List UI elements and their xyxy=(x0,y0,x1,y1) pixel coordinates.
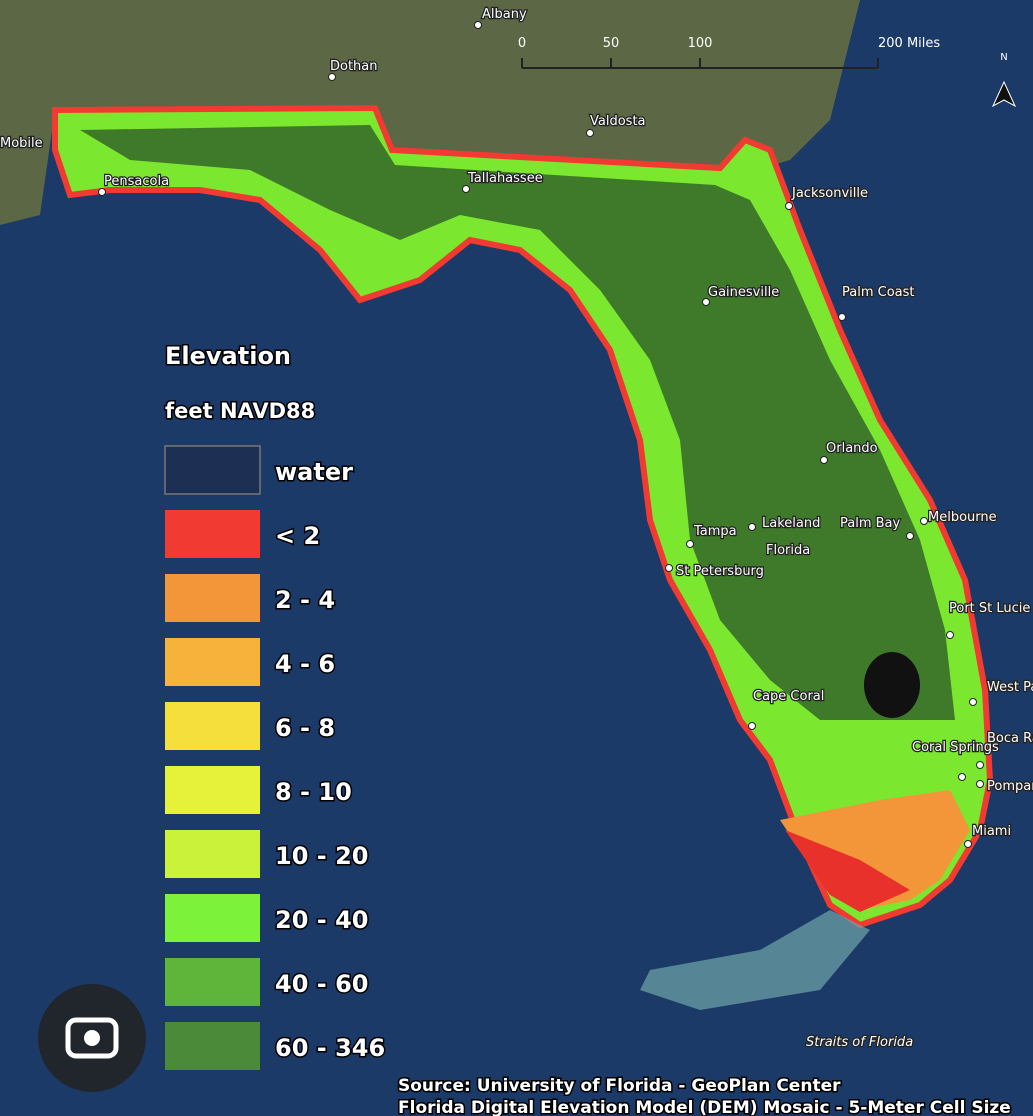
scale-label: 200 Miles xyxy=(878,36,940,51)
legend-swatch xyxy=(165,510,260,558)
legend-swatch xyxy=(165,958,260,1006)
place-label: Cape Coral xyxy=(753,689,824,704)
legend-swatch xyxy=(165,894,260,942)
place-dot xyxy=(976,780,984,788)
scale-label: 0 xyxy=(518,36,526,51)
legend-swatch xyxy=(165,830,260,878)
place-label: Gainesville xyxy=(708,285,779,300)
place-dot xyxy=(906,532,914,540)
legend-swatch xyxy=(165,702,260,750)
legend-swatch xyxy=(165,638,260,686)
place-label: Jacksonville xyxy=(791,186,868,201)
place-dot xyxy=(964,840,972,848)
legend-swatch xyxy=(165,1022,260,1070)
place-label: Coral Springs xyxy=(912,740,999,755)
place-label: Palm Bay xyxy=(840,516,901,531)
place-label: Tallahassee xyxy=(467,171,543,186)
legend-label: 60 - 346 xyxy=(275,1034,385,1062)
legend-label: 4 - 6 xyxy=(275,650,335,678)
place-dot xyxy=(665,564,673,572)
legend-swatch xyxy=(165,766,260,814)
place-label: Valdosta xyxy=(590,114,646,129)
place-dot xyxy=(976,761,984,769)
place-label: West Palm Beach xyxy=(987,680,1033,695)
scale-label: 50 xyxy=(603,36,620,51)
place-dot xyxy=(946,631,954,639)
place-label: Miami xyxy=(972,824,1011,839)
lake-okeechobee xyxy=(864,652,920,718)
place-dot xyxy=(958,773,966,781)
north-label: N xyxy=(1000,52,1007,63)
place-dot xyxy=(702,298,710,306)
place-label: Orlando xyxy=(826,441,878,456)
place-label: Pompano Beach xyxy=(987,779,1033,794)
camera-lens xyxy=(84,1030,100,1046)
legend-label: 20 - 40 xyxy=(275,906,368,934)
florida-bay xyxy=(640,910,870,1010)
place-dot xyxy=(820,456,828,464)
camera-icon xyxy=(65,1017,119,1059)
place-dot xyxy=(328,73,336,81)
place-label: Port St Lucie xyxy=(949,601,1030,616)
legend-subtitle: feet NAVD88 xyxy=(165,399,315,423)
place-label: Straits of Florida xyxy=(806,1035,913,1050)
place-dot xyxy=(462,185,470,193)
source-line: Florida Digital Elevation Model (DEM) Mo… xyxy=(398,1098,1011,1116)
mainland xyxy=(0,0,860,225)
legend-label: 2 - 4 xyxy=(275,586,335,614)
highland xyxy=(80,125,955,720)
legend-swatch xyxy=(165,574,260,622)
place-dot xyxy=(920,517,928,525)
place-label: Albany xyxy=(482,7,527,22)
place-label: Pensacola xyxy=(104,174,169,189)
place-label: Melbourne xyxy=(928,510,997,525)
place-dot xyxy=(785,202,793,210)
legend: Elevation feet NAVD88 water < 2 2 - 4 4 - 6… xyxy=(164,341,387,1070)
place-dot xyxy=(686,540,694,548)
place-dot xyxy=(838,313,846,321)
legend-label: 40 - 60 xyxy=(275,970,368,998)
source-line: Source: University of Florida - GeoPlan … xyxy=(398,1076,841,1096)
place-label: Dothan xyxy=(330,59,378,74)
place-dot xyxy=(969,698,977,706)
place-label: Mobile xyxy=(0,136,43,151)
north-arrow xyxy=(991,80,1017,108)
scale-bar: 0 50 100 200 Miles xyxy=(518,36,940,69)
place-label: Palm Coast xyxy=(842,285,915,300)
place-dot xyxy=(474,21,482,29)
place-dot xyxy=(748,523,756,531)
place-dot xyxy=(748,722,756,730)
place-label: Florida xyxy=(766,543,810,558)
legend-swatch xyxy=(164,445,261,495)
legend-title: Elevation xyxy=(165,342,291,370)
legend-label: < 2 xyxy=(275,522,320,550)
place-label: St Petersburg xyxy=(676,564,764,579)
legend-label: 6 - 8 xyxy=(275,714,335,742)
everglades-low xyxy=(785,830,910,912)
legend-label: water xyxy=(275,458,353,486)
legend-label: 8 - 10 xyxy=(275,778,352,806)
place-label: Tampa xyxy=(693,524,737,539)
place-dot xyxy=(586,129,594,137)
scale-label: 100 xyxy=(688,36,713,51)
legend-label: 10 - 20 xyxy=(275,842,368,870)
place-label: Lakeland xyxy=(762,516,820,531)
place-label: Boca Raton xyxy=(987,731,1033,746)
place-dot xyxy=(98,188,106,196)
